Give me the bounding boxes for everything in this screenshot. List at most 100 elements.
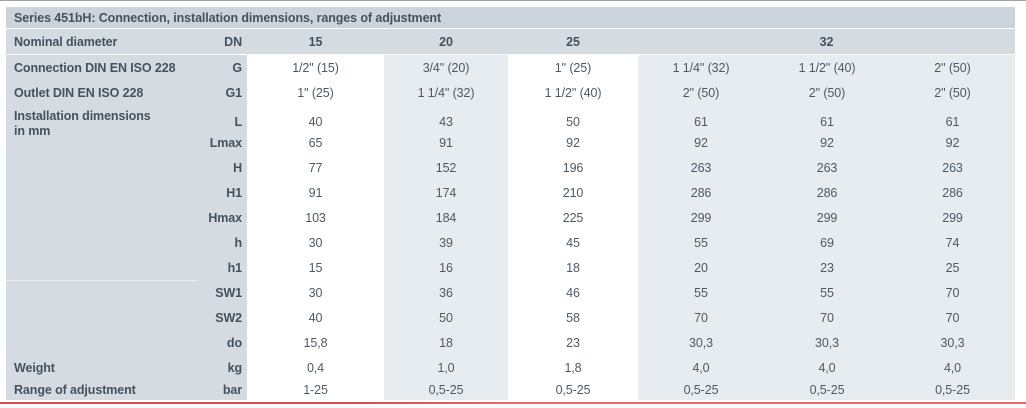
row-label <box>6 280 197 305</box>
row-label <box>6 180 197 205</box>
value-cell-dn32b: 1 1/2" (40) <box>764 55 890 80</box>
value-cell-dn25: 0,5-25 <box>511 380 635 400</box>
value-cell-dn20: 184 <box>384 205 508 230</box>
value-cell-dn32b: 0,5-25 <box>764 380 890 400</box>
value-cell-dn32c: 74 <box>890 230 1015 255</box>
row-unit: kg <box>197 355 247 380</box>
value-cell-dn32b: 30,3 <box>764 330 890 355</box>
value-cell-dn32a: 70 <box>638 305 764 330</box>
row-label <box>6 155 197 180</box>
value-cell-dn20: 152 <box>384 155 508 180</box>
row-unit: SW1 <box>197 280 247 305</box>
table-row: Outlet DIN EN ISO 228 G1 1" (25) 1 1/4" … <box>6 80 1015 105</box>
value-cell-dn20: 0,5-25 <box>384 380 508 400</box>
value-cell-dn32a: 55 <box>638 280 764 305</box>
value-cell-dn15: 15 <box>250 255 381 280</box>
value-cell-dn25: 1 1/2" (40) <box>511 80 635 105</box>
value-cell-dn25: 23 <box>511 330 635 355</box>
row-label <box>6 330 197 355</box>
value-cell-dn15: 40 <box>250 305 381 330</box>
row-label: Connection DIN EN ISO 228 <box>6 55 197 80</box>
row-unit: h1 <box>197 255 247 280</box>
value-cell-dn32b: 286 <box>764 180 890 205</box>
value-cell-dn32a: 55 <box>638 230 764 255</box>
value-cell-dn25: 46 <box>511 280 635 305</box>
value-cell-dn20: 16 <box>384 255 508 280</box>
value-cell-dn20: 36 <box>384 280 508 305</box>
value-cell-dn32c: 299 <box>890 205 1015 230</box>
row-unit: SW2 <box>197 305 247 330</box>
table-header-row: Nominal diameter DN 15 20 25 32 <box>6 29 1015 54</box>
table-row: SW2 40 50 58 70 70 70 <box>6 305 1015 330</box>
value-cell-dn15: 1-25 <box>250 380 381 400</box>
row-label <box>6 130 197 155</box>
row-label <box>6 205 197 230</box>
value-cell-dn25: 196 <box>511 155 635 180</box>
value-cell-dn25: 1" (25) <box>511 55 635 80</box>
value-cell-dn15: 15,8 <box>250 330 381 355</box>
value-cell-dn32a: 4,0 <box>638 355 764 380</box>
value-cell-dn32a: 286 <box>638 180 764 205</box>
value-cell-dn20: 174 <box>384 180 508 205</box>
value-cell-dn32c: 70 <box>890 280 1015 305</box>
value-cell-dn32b: 4,0 <box>764 355 890 380</box>
row-label: Outlet DIN EN ISO 228 <box>6 80 197 105</box>
row-unit: G1 <box>197 80 247 105</box>
value-cell-dn15: 1" (25) <box>250 80 381 105</box>
value-cell-dn25: 58 <box>511 305 635 330</box>
row-unit: do <box>197 330 247 355</box>
table-row: SW1 30 36 46 55 55 70 <box>6 280 1015 305</box>
header-row-label: Nominal diameter <box>14 34 118 49</box>
value-cell-dn32a: 0,5-25 <box>638 380 764 400</box>
top-divider-line <box>0 0 1026 1</box>
row-unit: Hmax <box>197 205 247 230</box>
value-cell-dn32a: 1 1/4" (32) <box>638 55 764 80</box>
row-unit: H <box>197 155 247 180</box>
value-cell-dn32b: 92 <box>764 130 890 155</box>
row-unit: bar <box>197 380 247 400</box>
row-unit: G <box>197 55 247 80</box>
column-header-dn15: 15 <box>308 34 323 49</box>
accent-bottom-line <box>0 402 1026 404</box>
value-cell-dn15: 30 <box>250 280 381 305</box>
value-cell-dn25: 225 <box>511 205 635 230</box>
value-cell-dn25: 1,8 <box>511 355 635 380</box>
dimensions-table: Series 451bH: Connection, installation d… <box>6 7 1015 400</box>
row-label <box>6 255 197 280</box>
row-label: Range of adjustment <box>6 380 197 400</box>
value-cell-dn32b: 263 <box>764 155 890 180</box>
value-cell-dn32c: 92 <box>890 130 1015 155</box>
value-cell-dn32c: 2" (50) <box>890 80 1015 105</box>
row-label: Weight <box>6 355 197 380</box>
value-cell-dn25: 92 <box>511 130 635 155</box>
value-cell-dn15: 77 <box>250 155 381 180</box>
table-row: Hmax 103 184 225 299 299 299 <box>6 205 1015 230</box>
value-cell-dn15: 0,4 <box>250 355 381 380</box>
row-label <box>6 230 197 255</box>
value-cell-dn15: 1/2" (15) <box>250 55 381 80</box>
row-unit: h <box>197 230 247 255</box>
table-row: do 15,8 18 23 30,3 30,3 30,3 <box>6 330 1015 355</box>
value-cell-dn20: 18 <box>384 330 508 355</box>
value-cell-dn32a: 20 <box>638 255 764 280</box>
table-row: h 30 39 45 55 69 74 <box>6 230 1015 255</box>
value-cell-dn32c: 30,3 <box>890 330 1015 355</box>
value-cell-dn32c: 4,0 <box>890 355 1015 380</box>
value-cell-dn25: 210 <box>511 180 635 205</box>
value-cell-dn32c: 2" (50) <box>890 55 1015 80</box>
value-cell-dn25: 45 <box>511 230 635 255</box>
value-cell-dn32b: 55 <box>764 280 890 305</box>
value-cell-dn32a: 30,3 <box>638 330 764 355</box>
value-cell-dn32a: 92 <box>638 130 764 155</box>
value-cell-dn32c: 70 <box>890 305 1015 330</box>
row-unit: Lmax <box>197 130 247 155</box>
value-cell-dn32b: 23 <box>764 255 890 280</box>
table-row: Range of adjustment bar 1-25 0,5-25 0,5-… <box>6 380 1015 400</box>
value-cell-dn32c: 286 <box>890 180 1015 205</box>
table-row: H1 91 174 210 286 286 286 <box>6 180 1015 205</box>
table-title: Series 451bH: Connection, installation d… <box>14 10 442 25</box>
column-header-dn32: 32 <box>819 34 834 49</box>
value-cell-dn32a: 299 <box>638 205 764 230</box>
value-cell-dn25: 18 <box>511 255 635 280</box>
table-body: Connection DIN EN ISO 228 G 1/2" (15) 3/… <box>6 55 1015 400</box>
